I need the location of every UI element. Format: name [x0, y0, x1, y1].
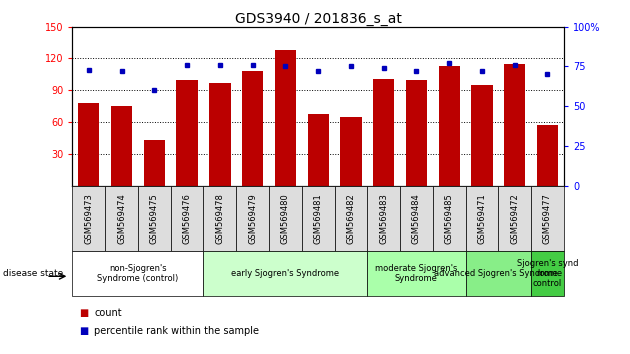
Text: disease state: disease state — [3, 269, 64, 278]
Bar — [78, 103, 100, 186]
Bar — [537, 125, 558, 186]
Text: advanced Sjogren's Syndrome: advanced Sjogren's Syndrome — [434, 269, 563, 278]
Text: GSM569474: GSM569474 — [117, 193, 126, 244]
Text: non-Sjogren's
Syndrome (control): non-Sjogren's Syndrome (control) — [98, 264, 178, 283]
Text: ■: ■ — [79, 326, 88, 336]
Text: GSM569485: GSM569485 — [445, 193, 454, 244]
Bar — [307, 114, 329, 186]
Text: GSM569472: GSM569472 — [510, 193, 519, 244]
Text: GSM569476: GSM569476 — [183, 193, 192, 244]
Text: GSM569482: GSM569482 — [346, 193, 355, 244]
Bar — [144, 140, 165, 186]
Text: GSM569484: GSM569484 — [412, 193, 421, 244]
Text: GSM569471: GSM569471 — [478, 193, 486, 244]
Text: GSM569479: GSM569479 — [248, 193, 257, 244]
Bar — [373, 79, 394, 186]
Text: count: count — [94, 308, 122, 318]
Bar — [504, 64, 525, 186]
Text: ■: ■ — [79, 308, 88, 318]
Bar — [340, 117, 362, 186]
Text: GSM569483: GSM569483 — [379, 193, 388, 244]
Bar — [176, 80, 198, 186]
Title: GDS3940 / 201836_s_at: GDS3940 / 201836_s_at — [235, 12, 401, 25]
Bar — [438, 66, 460, 186]
Bar — [275, 50, 296, 186]
Bar — [471, 85, 493, 186]
Text: GSM569477: GSM569477 — [543, 193, 552, 244]
Bar — [209, 83, 231, 186]
Text: GSM569481: GSM569481 — [314, 193, 323, 244]
Text: Sjogren's synd
rome
control: Sjogren's synd rome control — [517, 258, 578, 289]
Bar — [242, 71, 263, 186]
Bar — [406, 80, 427, 186]
Text: GSM569480: GSM569480 — [281, 193, 290, 244]
Text: early Sjogren's Syndrome: early Sjogren's Syndrome — [231, 269, 340, 278]
Bar — [111, 106, 132, 186]
Text: percentile rank within the sample: percentile rank within the sample — [94, 326, 260, 336]
Text: GSM569473: GSM569473 — [84, 193, 93, 244]
Text: GSM569475: GSM569475 — [150, 193, 159, 244]
Text: GSM569478: GSM569478 — [215, 193, 224, 244]
Text: moderate Sjogren's
Syndrome: moderate Sjogren's Syndrome — [375, 264, 457, 283]
